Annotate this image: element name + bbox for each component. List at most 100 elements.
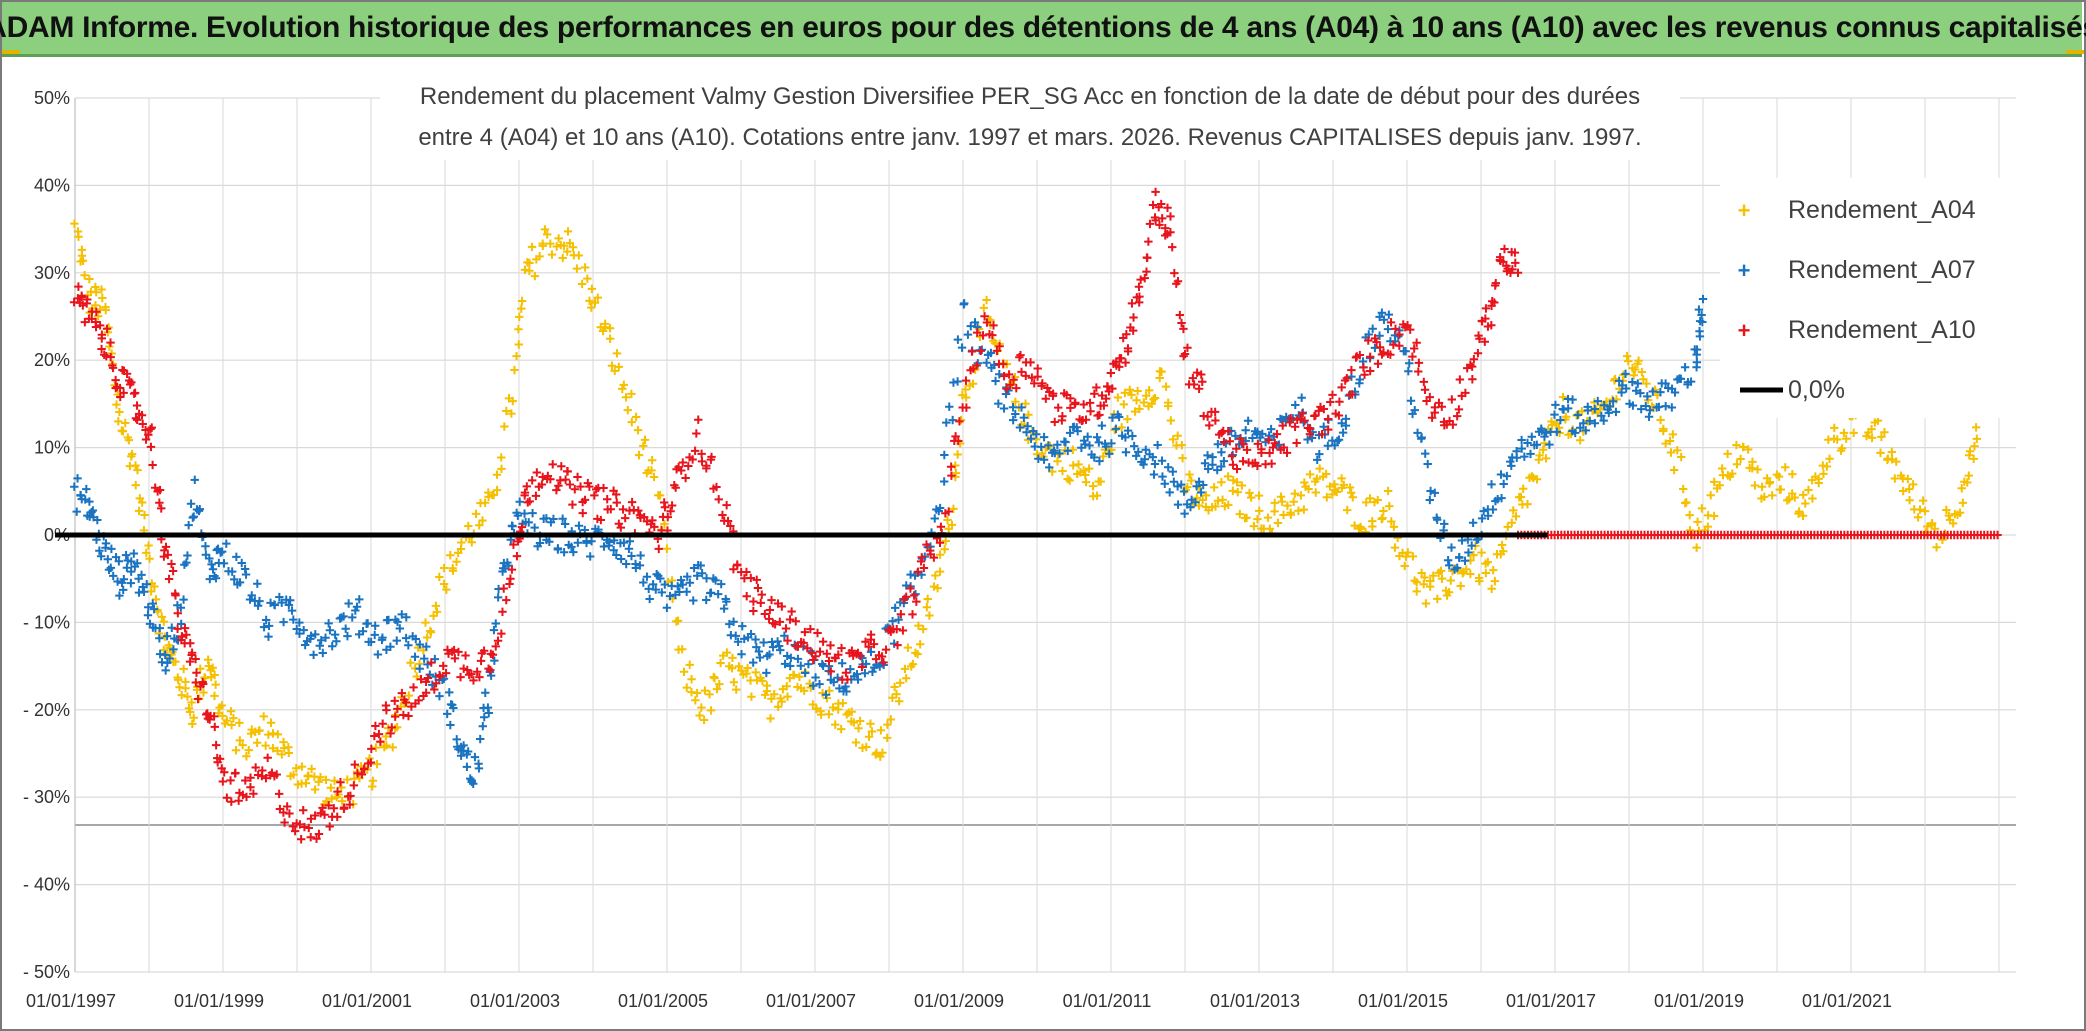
series-point-a04	[446, 551, 455, 560]
series-point-a10	[198, 679, 208, 689]
series-point-a04	[1300, 478, 1309, 487]
series-point-a07	[435, 691, 444, 701]
series-point-a10	[1290, 422, 1300, 432]
series-point-a07	[179, 595, 188, 604]
series-point-a07	[161, 666, 170, 675]
series-point-a10	[1030, 379, 1039, 388]
series-point-a10	[999, 359, 1008, 369]
series-point-a10	[714, 495, 723, 504]
series-point-a04	[525, 266, 534, 276]
series-point-a04	[710, 673, 719, 683]
series-point-a04	[728, 653, 737, 663]
series-point-a07	[560, 519, 570, 529]
series-point-a04	[1123, 414, 1132, 424]
series-point-a07	[1576, 423, 1585, 432]
series-point-a10	[749, 606, 758, 616]
series-point-a04	[1322, 493, 1332, 502]
series-point-a10	[1210, 407, 1220, 417]
series-point-a04	[1312, 474, 1322, 483]
series-point-a07	[1656, 387, 1665, 397]
series-point-a04	[412, 672, 421, 681]
series-point-a04	[115, 407, 124, 417]
series-point-a04	[74, 232, 83, 242]
series-point-a04	[252, 738, 262, 747]
series-point-a10	[185, 657, 195, 666]
series-point-a04	[1168, 435, 1178, 444]
series-point-a07	[624, 544, 634, 553]
series-point-a10	[841, 668, 851, 677]
series-point-a07	[261, 615, 271, 625]
series-point-a04	[695, 711, 704, 720]
series-point-a07	[1039, 455, 1049, 464]
series-point-a04	[372, 759, 382, 769]
series-point-a04	[1147, 399, 1156, 408]
series-point-a07	[101, 539, 111, 548]
series-point-a04	[1558, 392, 1568, 402]
series-point-a04	[181, 677, 190, 687]
series-point-a10	[325, 822, 334, 831]
series-point-a10	[1323, 414, 1333, 424]
series-point-a07	[1303, 435, 1312, 444]
series-point-a04	[627, 389, 636, 399]
series-point-a04	[171, 657, 180, 666]
series-point-a07	[1641, 401, 1650, 411]
series-point-a07	[1523, 438, 1532, 448]
series-point-a07	[1636, 404, 1646, 414]
series-point-a10	[650, 522, 659, 532]
series-point-a10	[1081, 415, 1091, 424]
series-point-a04	[321, 775, 331, 785]
series-point-a07	[318, 648, 327, 658]
series-point-a04	[1475, 576, 1484, 586]
series-point-a07	[716, 579, 726, 589]
series-point-a10	[1103, 382, 1112, 391]
series-point-a10	[1347, 365, 1356, 375]
series-point-a04	[1656, 415, 1665, 425]
series-point-a04	[1132, 396, 1141, 405]
series-point-a10	[512, 551, 522, 561]
series-point-a10	[1487, 321, 1496, 330]
series-point-a10	[791, 617, 800, 626]
legend-marker-a04: +	[1738, 198, 1751, 223]
series-point-a07	[85, 497, 94, 506]
series-point-a04	[623, 405, 632, 415]
y-tick-label: 50%	[34, 88, 70, 108]
series-point-a04	[1325, 482, 1335, 491]
series-point-a04	[1311, 488, 1320, 497]
series-point-a10	[1066, 403, 1075, 413]
series-point-a07	[183, 551, 192, 560]
series-point-a07	[289, 615, 298, 624]
series-point-a04	[933, 583, 942, 593]
series-point-a07	[1590, 404, 1599, 414]
series-point-a04	[426, 628, 436, 637]
series-point-a07	[1341, 414, 1351, 424]
series-point-a07	[1680, 363, 1690, 372]
series-point-a04	[1837, 444, 1847, 453]
series-point-a04	[507, 409, 516, 418]
series-point-a04	[961, 385, 970, 394]
series-point-a04	[1676, 452, 1686, 462]
series-point-a10	[1475, 334, 1484, 343]
series-point-a07	[762, 668, 771, 678]
series-point-a10	[1513, 268, 1523, 277]
series-point-a04	[1211, 502, 1220, 511]
series-point-a07	[87, 508, 96, 517]
series-point-a04	[1081, 470, 1090, 480]
series-point-a10	[561, 475, 570, 484]
series-point-a10	[688, 455, 697, 464]
series-point-a04	[1487, 584, 1496, 593]
series-point-a10	[857, 662, 867, 672]
series-point-a07	[103, 555, 113, 564]
series-point-a04	[404, 691, 414, 700]
series-point-a04	[1575, 436, 1585, 445]
series-point-a10	[834, 650, 843, 659]
series-point-a04	[1099, 452, 1108, 461]
series-point-a07	[295, 629, 304, 638]
series-point-a10	[753, 583, 763, 593]
series-point-a07	[373, 650, 383, 659]
series-point-a04	[1971, 423, 1981, 432]
banner-title: ADAM Informe. Evolution historique des p…	[0, 11, 2086, 44]
series-point-a07	[397, 610, 406, 619]
series-point-a07	[1545, 440, 1554, 449]
series-point-a07	[1676, 374, 1686, 384]
